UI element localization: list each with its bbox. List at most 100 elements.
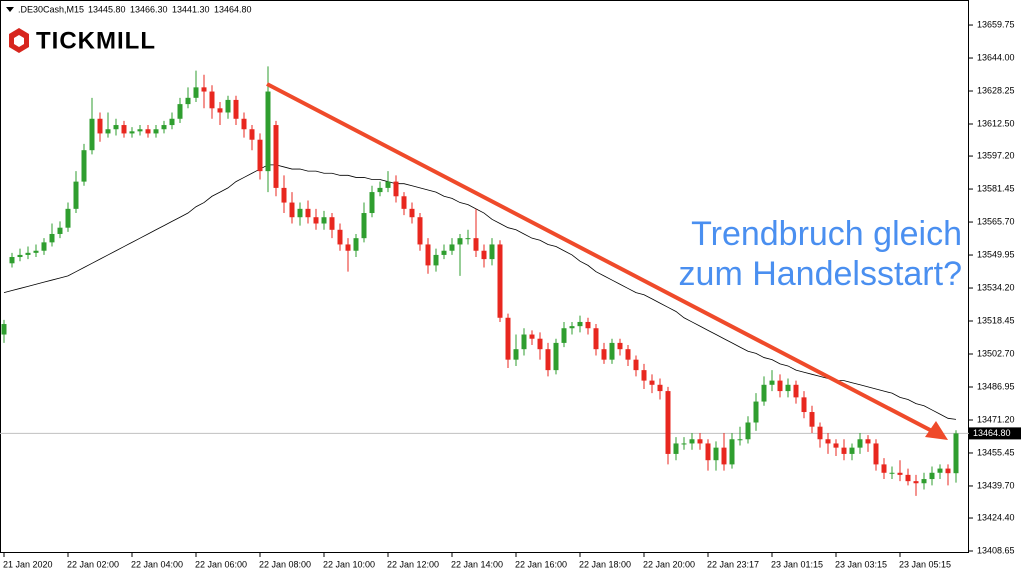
candle-body <box>657 384 663 392</box>
candle-body <box>737 439 743 441</box>
ohlc-open: 13445.80 <box>88 4 126 14</box>
y-tick-label: 13534.20 <box>977 282 1015 292</box>
candle-body <box>337 229 343 245</box>
candle-body <box>409 208 415 218</box>
candle-body <box>321 217 327 224</box>
y-tick-label: 13439.70 <box>977 480 1015 490</box>
x-tick-label: 22 Jan 08:00 <box>259 559 311 569</box>
candle-body <box>857 439 863 448</box>
y-tick-label: 13644.00 <box>977 52 1015 62</box>
candle-body <box>97 118 103 134</box>
candle-body <box>529 334 535 339</box>
candle-body <box>721 447 727 465</box>
annotation-line: Trendbruch gleich <box>691 215 962 253</box>
candle-body <box>569 326 575 329</box>
candle-body <box>561 328 567 343</box>
candle-body <box>329 217 335 230</box>
logo: TICKMILL <box>9 27 155 54</box>
candle-body <box>209 91 215 109</box>
candle-body <box>369 192 375 214</box>
candle-body <box>481 250 487 260</box>
candle-body <box>705 443 711 461</box>
x-tick-label: 22 Jan 12:00 <box>387 559 439 569</box>
annotation-line: zum Handelsstart? <box>679 255 962 293</box>
candle-body <box>25 252 31 255</box>
candle-body <box>673 443 679 454</box>
candle-body <box>41 242 47 251</box>
candle-body <box>585 321 591 329</box>
candle-body <box>665 391 671 454</box>
candle-body <box>473 238 479 251</box>
candle-body <box>881 464 887 473</box>
candle-body <box>401 196 407 209</box>
x-tick-label: 22 Jan 18:00 <box>579 559 631 569</box>
logo-icon-inner <box>14 35 24 47</box>
candle-body <box>241 118 247 130</box>
x-tick-label: 22 Jan 04:00 <box>131 559 183 569</box>
candle-body <box>377 187 383 193</box>
candle-body <box>841 447 847 454</box>
candle-body <box>729 439 735 465</box>
candle-body <box>121 125 127 134</box>
candle-body <box>257 139 263 172</box>
candle-body <box>361 213 367 239</box>
candle-body <box>465 238 471 240</box>
menu-arrow <box>6 7 14 12</box>
y-tick-label: 13518.45 <box>977 315 1015 325</box>
ohlc-close: 13464.80 <box>214 4 252 14</box>
candle-body <box>753 401 759 423</box>
candle-body <box>385 181 391 188</box>
candle-body <box>81 150 87 182</box>
x-tick-label: 22 Jan 20:00 <box>643 559 695 569</box>
candle-body <box>889 472 895 474</box>
candle-body <box>177 104 183 119</box>
candle-body <box>353 238 359 251</box>
candle-body <box>785 384 791 392</box>
y-tick-label: 13471.20 <box>977 414 1015 424</box>
candle-body <box>417 217 423 245</box>
candle-body <box>849 447 855 454</box>
last-price-label: 13464.80 <box>973 428 1011 438</box>
candle-body <box>833 443 839 448</box>
candle-body <box>441 250 447 255</box>
candle-body <box>281 187 287 203</box>
candle-body <box>153 129 159 134</box>
candle-body <box>289 202 295 218</box>
candle-body <box>201 87 207 92</box>
y-tick-label: 13659.75 <box>977 19 1015 29</box>
x-tick-label: 21 Jan 2020 <box>3 559 53 569</box>
plot-frame <box>0 0 969 553</box>
candle-body <box>497 244 503 318</box>
candle-body <box>793 384 799 398</box>
candle-body <box>617 342 623 350</box>
symbol: .DE30Cash,M15 <box>18 4 84 14</box>
candle-body <box>929 472 935 480</box>
candle-body <box>545 349 551 371</box>
candle-body <box>33 250 39 253</box>
x-tick-label: 22 Jan 06:00 <box>195 559 247 569</box>
candle-body <box>305 208 311 218</box>
candle-body <box>249 129 255 140</box>
candle-body <box>641 370 647 381</box>
candle-body <box>161 125 167 130</box>
candle-body <box>113 125 119 130</box>
y-tick-label: 13612.50 <box>977 118 1015 128</box>
candle-body <box>865 439 871 444</box>
candle-body <box>625 349 631 360</box>
trend-arrowhead <box>925 421 948 440</box>
candle-body <box>313 217 319 224</box>
candle-body <box>649 380 655 385</box>
y-tick-label: 13549.95 <box>977 249 1015 259</box>
candle-body <box>713 447 719 461</box>
candle-body <box>297 208 303 218</box>
candle-body <box>137 129 143 132</box>
candle-body <box>937 468 943 473</box>
candle-body <box>609 342 615 360</box>
x-tick-label: 22 Jan 02:00 <box>67 559 119 569</box>
candle-body <box>73 181 79 209</box>
candle-body <box>945 468 951 474</box>
candle-body <box>89 118 95 151</box>
candle-body <box>521 334 527 350</box>
